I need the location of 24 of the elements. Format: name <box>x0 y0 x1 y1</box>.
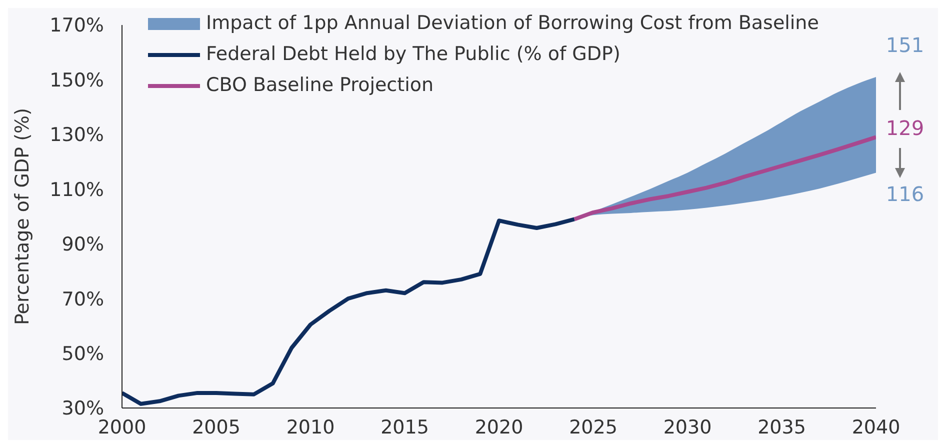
y-tick-label: 50% <box>62 343 104 366</box>
x-tick-label: 2005 <box>192 416 240 438</box>
line-series <box>572 135 876 222</box>
legend-label: Impact of 1pp Annual Deviation of Borrowing Cost from Baseline <box>206 11 819 36</box>
text: 116 <box>886 182 924 206</box>
legend-label: CBO Baseline Projection <box>206 73 434 98</box>
y-tick-label: 70% <box>62 288 104 310</box>
y-tick-label: 150% <box>50 69 104 92</box>
x-tick-label: 2010 <box>286 416 335 438</box>
text: 129 <box>886 116 924 140</box>
x-tick-label: 2015 <box>380 416 429 438</box>
y-tick-label: 110% <box>50 178 104 201</box>
y-tick-label: 170% <box>50 14 104 37</box>
x-tick-label: 2040 <box>852 416 900 438</box>
text: 151 <box>886 33 924 57</box>
x-tick-label: 2030 <box>663 416 712 438</box>
x-tick-label: 2020 <box>474 416 524 438</box>
x-tick-label: 2025 <box>569 416 618 438</box>
y-axis-title: Percentage of GDP (%) <box>12 108 34 326</box>
x-tick-label: 2035 <box>758 416 806 438</box>
y-tick-label: 130% <box>50 124 104 146</box>
line-series <box>122 217 576 406</box>
legend-label: Federal Debt Held by The Public (% of GDP) <box>206 42 620 67</box>
y-tick-label: 90% <box>62 234 104 256</box>
